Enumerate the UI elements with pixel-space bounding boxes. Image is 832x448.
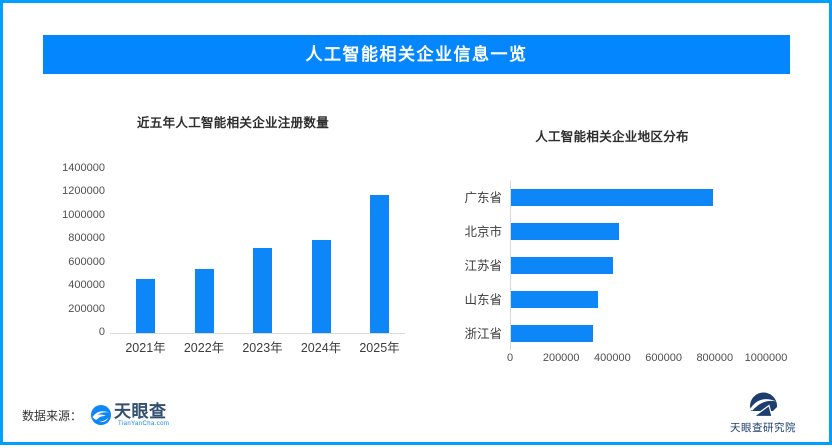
x-axis-tick-label: 0 [506, 352, 514, 364]
left-chart-x-axis: 2021年 2022年 2023年 2024年 2025年 [110, 341, 405, 357]
bar [136, 279, 155, 333]
bar [511, 223, 619, 240]
category-label: 江苏省 [464, 258, 502, 273]
x-axis-tick-label: 600000 [645, 352, 682, 364]
y-axis-tick-label: 1400000 [62, 162, 105, 174]
page-title-banner: 人工智能相关企业信息一览 [43, 35, 790, 74]
y-axis-tick-label: 400000 [68, 279, 105, 292]
category-label: 山东省 [464, 292, 502, 307]
bar [370, 194, 389, 333]
tianyancha-eye-icon [91, 405, 112, 425]
category-label: 浙江省 [464, 326, 502, 341]
page-title: 人工智能相关企业信息一览 [305, 45, 528, 64]
bar [311, 240, 331, 333]
tianyancha-domain: TianYanCha.com [118, 420, 170, 427]
x-axis-tick-label: 2024年 [300, 341, 342, 355]
institute-emblem-icon [749, 392, 778, 418]
tianyancha-wordmark: 天眼查 TianYanCha.com [114, 403, 169, 428]
left-chart-title: 近五年人工智能相关企业注册数量 [137, 116, 330, 130]
bar [511, 325, 593, 342]
bar [253, 247, 272, 333]
bar [511, 257, 614, 274]
right-chart-x-axis: 0 200000 400000 600000 800000 1000000 [507, 352, 787, 366]
category-label: 北京市 [464, 224, 502, 239]
y-axis-tick-label: 600000 [68, 255, 105, 268]
x-axis-tick-label: 2023年 [242, 341, 283, 355]
right-chart-title: 人工智能相关企业地区分布 [535, 130, 689, 144]
y-axis-tick-label: 200000 [68, 302, 105, 315]
x-axis-tick-label: 800000 [696, 352, 734, 364]
bar [194, 268, 214, 333]
x-axis-tick-label: 2025年 [359, 341, 400, 355]
institute-label: 天眼查研究院 [730, 422, 796, 434]
y-axis-tick-label: 1000000 [62, 208, 105, 221]
right-chart-plot-area [510, 181, 768, 350]
bar [511, 291, 599, 308]
right-chart-category-axis: 广东省北京市江苏省山东省浙江省 [430, 181, 502, 350]
x-axis-tick-label: 2021年 [125, 341, 166, 355]
institute-logo-block: 天眼查研究院 [723, 390, 803, 435]
data-source-row: 数据来源： 天眼查 TianYanCha.com [22, 399, 169, 431]
left-chart-y-axis: 0 200000 400000 600000 800000 1000000 1200000 1… [40, 162, 105, 338]
tianyancha-logo: 天眼查 TianYanCha.com [90, 403, 169, 428]
y-axis-tick-label: 0 [98, 326, 105, 338]
bar [511, 189, 714, 206]
y-axis-tick-label: 1200000 [62, 185, 105, 198]
x-axis-tick-label: 2022年 [183, 341, 225, 355]
x-axis-tick-label: 200000 [542, 352, 580, 364]
x-axis-tick-label: 1000000 [744, 352, 788, 364]
y-axis-tick-label: 800000 [68, 232, 105, 245]
tianyancha-name: 天眼查 [114, 401, 167, 421]
left-chart-plot-area [110, 169, 405, 334]
data-source-label: 数据来源： [22, 408, 83, 423]
category-label: 广东省 [464, 190, 502, 205]
x-axis-tick-label: 400000 [594, 352, 631, 364]
